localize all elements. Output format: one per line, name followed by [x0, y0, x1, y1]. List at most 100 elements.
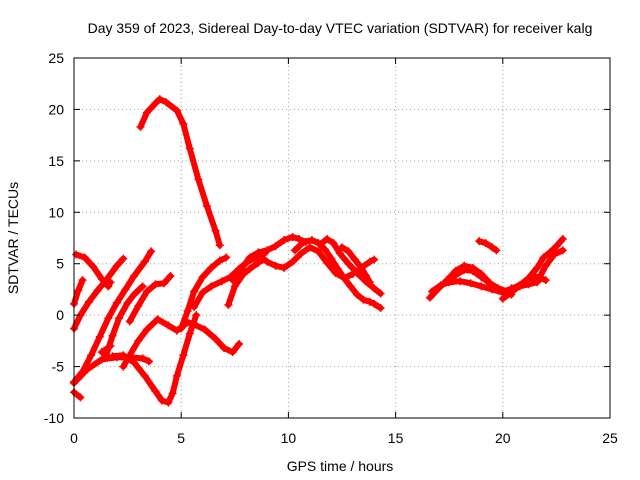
data-point-marker [168, 389, 177, 398]
data-point-marker [93, 286, 102, 295]
data-point-marker [558, 246, 567, 255]
data-point-marker [108, 331, 117, 340]
data-point-marker [340, 274, 349, 283]
series-trace-13 [181, 317, 244, 357]
data-point-marker [108, 352, 117, 361]
data-point-marker [533, 263, 542, 272]
data-point-marker [179, 119, 188, 128]
data-point-marker [185, 144, 194, 153]
series-trace-9 [97, 342, 115, 357]
y-tick-label: 20 [48, 101, 64, 117]
data-point-marker [346, 282, 355, 291]
data-point-marker [436, 281, 445, 290]
x-tick-label: 15 [388, 430, 404, 446]
data-point-marker [365, 278, 374, 287]
data-point-marker [215, 256, 224, 265]
data-point-marker [333, 264, 342, 273]
data-point-marker [353, 268, 362, 277]
data-point-marker [166, 272, 175, 281]
series-trace-7 [70, 388, 85, 402]
series-trace-21 [338, 243, 374, 287]
data-point-marker [477, 273, 486, 282]
data-point-marker [335, 249, 344, 258]
data-point-marker [295, 235, 304, 244]
data-point-marker [245, 253, 254, 262]
data-point-marker [550, 250, 559, 259]
data-point-marker [245, 264, 254, 273]
data-point-marker [428, 287, 437, 296]
data-point-marker [290, 246, 299, 255]
data-point-marker [520, 278, 529, 287]
data-point-marker [254, 258, 263, 267]
data-point-marker [271, 261, 280, 270]
data-point-marker [157, 396, 166, 405]
data-point-marker [262, 257, 271, 266]
data-point-marker [78, 276, 87, 285]
data-point-marker [344, 259, 353, 268]
data-point-marker [123, 298, 132, 307]
data-point-marker [466, 279, 475, 288]
data-point-marker [125, 317, 134, 326]
series-line [229, 233, 309, 284]
y-tick-label: 5 [56, 256, 64, 272]
data-point-marker [239, 270, 248, 278]
x-tick-label: 0 [70, 430, 78, 446]
data-point-marker [164, 321, 173, 330]
data-point-marker [142, 108, 151, 117]
data-point-marker [177, 324, 186, 333]
series-line [444, 266, 511, 295]
y-axis-label: SDTVAR / TECUs [5, 182, 21, 294]
y-tick-label: 0 [56, 307, 64, 323]
data-point-marker [498, 287, 507, 296]
data-point-marker [220, 344, 229, 353]
series-trace-11 [125, 272, 175, 326]
data-point-marker [151, 99, 160, 108]
y-tick-label: -10 [44, 410, 64, 426]
data-point-marker [172, 106, 181, 115]
data-point-marker [280, 263, 289, 272]
data-point-marker [198, 273, 207, 282]
data-point-marker [376, 289, 385, 298]
data-point-marker [74, 286, 83, 295]
data-point-marker [160, 279, 169, 288]
data-point-marker [194, 175, 203, 184]
data-point-marker [119, 362, 128, 371]
data-point-marker [509, 284, 518, 293]
data-point-marker [468, 266, 477, 275]
data-point-marker [353, 290, 362, 299]
data-point-marker [558, 235, 567, 244]
data-point-marker [488, 243, 497, 252]
data-point-marker [222, 253, 231, 262]
data-point-marker [72, 250, 81, 259]
data-point-marker [320, 245, 329, 254]
data-point-marker [192, 311, 201, 320]
data-point-marker [455, 277, 464, 286]
axis-ticks: 0 5 10 15 20 25 -10 -5 0 5 10 15 20 25 [44, 50, 618, 446]
data-point-marker [541, 261, 550, 270]
series-line [120, 316, 191, 370]
data-point-marker [198, 288, 207, 297]
x-tick-label: 10 [281, 430, 297, 446]
data-point-marker [142, 325, 151, 334]
data-point-marker [138, 282, 147, 291]
data-point-marker [97, 275, 106, 284]
data-point-marker [112, 261, 121, 270]
data-point-marker [151, 387, 160, 396]
data-point-marker [162, 98, 171, 107]
data-point-marker [207, 282, 216, 291]
data-point-marker [361, 271, 370, 280]
data-point-marker [552, 242, 561, 251]
data-point-marker [288, 257, 297, 266]
data-point-marker [224, 300, 233, 309]
data-point-marker [104, 314, 113, 323]
data-point-marker [121, 285, 130, 294]
data-point-marker [190, 302, 199, 311]
data-point-marker [153, 315, 162, 324]
data-point-marker [179, 351, 188, 360]
series-line [126, 273, 174, 325]
x-tick-label: 5 [177, 430, 185, 446]
data-point-marker [280, 236, 289, 245]
data-point-marker [370, 284, 379, 293]
series-trace-8 [102, 282, 147, 360]
